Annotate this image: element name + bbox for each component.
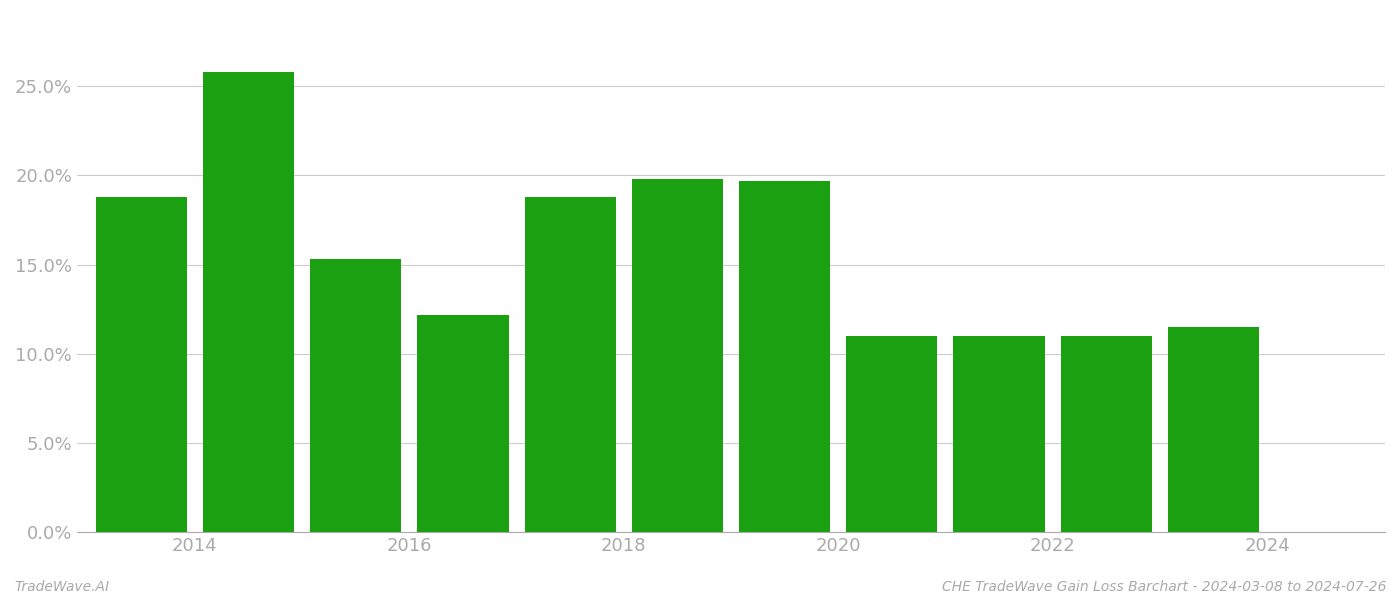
Text: TradeWave.AI: TradeWave.AI <box>14 580 109 594</box>
Bar <box>311 259 402 532</box>
Bar <box>739 181 830 532</box>
Bar <box>631 179 722 532</box>
Bar <box>203 72 294 532</box>
Bar <box>95 197 186 532</box>
Bar <box>1168 327 1259 532</box>
Bar <box>417 314 508 532</box>
Bar <box>846 336 938 532</box>
Bar <box>525 197 616 532</box>
Text: CHE TradeWave Gain Loss Barchart - 2024-03-08 to 2024-07-26: CHE TradeWave Gain Loss Barchart - 2024-… <box>941 580 1386 594</box>
Bar <box>953 336 1044 532</box>
Bar <box>1061 336 1152 532</box>
